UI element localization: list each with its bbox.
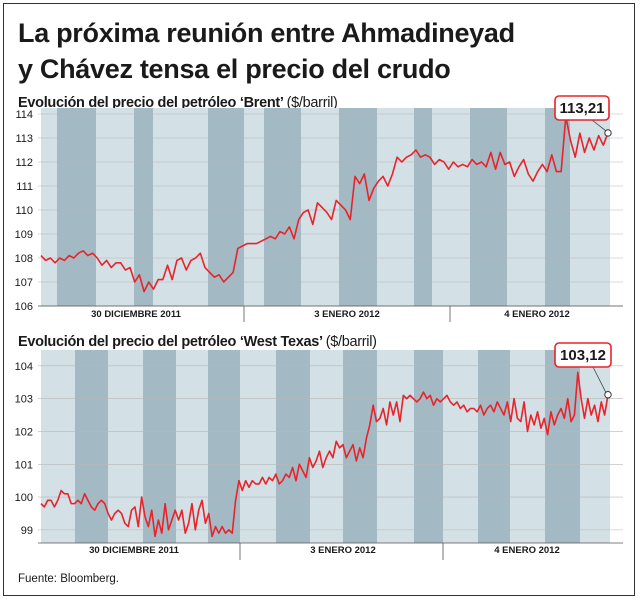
west-texas-end-marker	[604, 391, 612, 399]
brent-y-tick-label: 110	[15, 205, 33, 217]
source-note: Fuente: Bloomberg.	[18, 573, 120, 585]
west-texas-day-label: 3 ENERO 2012	[310, 545, 375, 556]
west-texas-price-line	[40, 371, 609, 538]
brent-price-line	[40, 115, 609, 293]
brent-y-tick-label: 113	[15, 133, 33, 145]
west-texas-y-tick-label: 102	[15, 426, 33, 438]
brent-band	[377, 108, 414, 306]
west-texas-callout-connector	[592, 366, 607, 393]
west-texas-y-tick-label: 99	[21, 525, 33, 537]
west-texas-band	[414, 350, 443, 543]
west-texas-band	[478, 350, 510, 543]
brent-band	[244, 108, 264, 306]
brent-y-tick-label: 109	[15, 229, 33, 241]
west-texas-day-label: 30 DICIEMBRE 2011	[89, 545, 179, 556]
brent-band	[507, 108, 545, 306]
west-texas-band	[208, 350, 240, 543]
west-texas-band	[240, 350, 276, 543]
brent-y-tick-label: 107	[15, 277, 33, 289]
brent-band	[470, 108, 507, 306]
brent-day-label: 4 ENERO 2012	[504, 309, 569, 320]
headline-line-2: y Chávez tensa el precio del crudo	[18, 54, 451, 84]
brent-y-tick-label: 114	[15, 109, 33, 121]
west-texas-band	[108, 350, 143, 543]
brent-last-value-box	[554, 95, 610, 121]
west-texas-band	[377, 350, 414, 543]
west-texas-last-value-label: 103,12	[560, 347, 606, 364]
brent-title-text: Evolución del precio del petróleo ‘Brent…	[18, 95, 283, 111]
west-texas-band	[510, 350, 545, 543]
headline-line-1: La próxima reunión entre Ahmadineyad	[18, 18, 515, 48]
brent-band	[153, 108, 208, 306]
west-texas-band	[343, 350, 377, 543]
west-texas-day-label: 4 ENERO 2012	[494, 545, 559, 556]
west-texas-band	[443, 350, 478, 543]
brent-band	[57, 108, 96, 306]
west-texas-y-tick-label: 103	[15, 394, 33, 406]
brent-band	[301, 108, 339, 306]
west-texas-band	[545, 350, 580, 543]
brent-band	[432, 108, 470, 306]
brent-band	[414, 108, 432, 306]
west-texas-unit-text: ($/barril)	[325, 334, 377, 350]
brent-end-marker	[604, 129, 612, 137]
brent-last-value-label: 113,21	[559, 100, 604, 117]
west-texas-band	[310, 350, 343, 543]
brent-y-tick-label: 112	[15, 157, 33, 169]
west-texas-title-text: Evolución del precio del petróleo ‘West …	[18, 334, 322, 350]
brent-band	[134, 108, 153, 306]
brent-band	[264, 108, 301, 306]
brent-y-tick-label: 106	[15, 301, 33, 313]
west-texas-band	[580, 350, 610, 543]
west-texas-last-value-box	[554, 342, 612, 368]
west-texas-band	[276, 350, 310, 543]
brent-day-label: 3 ENERO 2012	[314, 309, 379, 320]
brent-band	[545, 108, 570, 306]
west-texas-y-tick-label: 101	[15, 459, 33, 471]
west-texas-y-tick-label: 104	[15, 361, 33, 373]
brent-band	[339, 108, 377, 306]
brent-callout-connector	[591, 119, 607, 132]
west-texas-band	[41, 350, 75, 543]
brent-band	[208, 108, 244, 306]
brent-y-tick-label: 111	[16, 181, 33, 193]
brent-band	[41, 108, 57, 306]
west-texas-chart-title: Evolución del precio del petróleo ‘West …	[18, 334, 377, 350]
brent-day-label: 30 DICIEMBRE 2011	[91, 309, 181, 320]
brent-unit-text: ($/barril)	[286, 95, 338, 111]
brent-y-tick-label: 108	[15, 253, 33, 265]
west-texas-y-tick-label: 100	[15, 492, 33, 504]
brent-chart-title: Evolución del precio del petróleo ‘Brent…	[18, 95, 338, 111]
west-texas-band	[75, 350, 108, 543]
brent-band	[96, 108, 134, 306]
west-texas-band	[143, 350, 176, 543]
